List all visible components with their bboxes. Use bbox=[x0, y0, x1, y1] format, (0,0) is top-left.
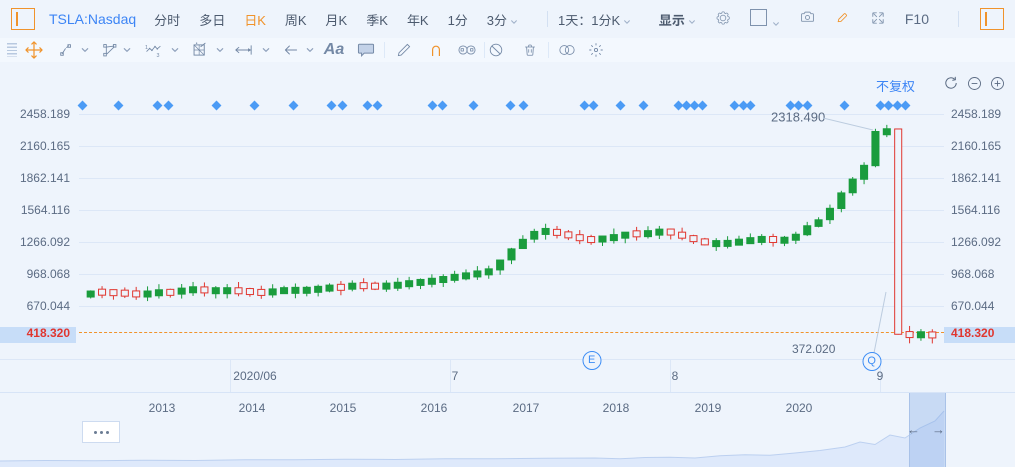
svg-text:2318.490: 2318.490 bbox=[771, 110, 825, 125]
svg-text:372.020: 372.020 bbox=[792, 342, 836, 356]
svg-text:3: 3 bbox=[157, 53, 160, 58]
